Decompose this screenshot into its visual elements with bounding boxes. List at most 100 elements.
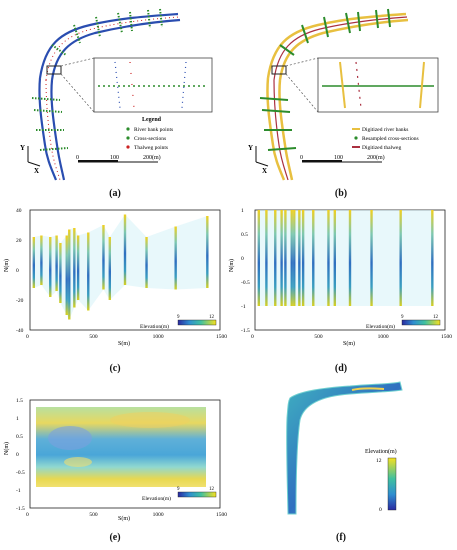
legend-b-marker-1 bbox=[354, 136, 358, 140]
plot-c-section-0 bbox=[32, 237, 35, 288]
plot-d-ytick-1: 0.5 bbox=[241, 232, 248, 238]
plot-d-section-13 bbox=[370, 210, 373, 306]
plot-e-ytick-0: 1.5 bbox=[16, 398, 23, 404]
plot-d-section-9 bbox=[312, 210, 315, 306]
panel-f: Elevation(m) 12 0 bbox=[286, 381, 403, 515]
colorbar-d bbox=[401, 319, 441, 326]
plot-c-ytick-1: 20 bbox=[16, 238, 22, 244]
scale-bar-a: 0 100 200(m) bbox=[76, 154, 161, 163]
plot-d-section-2 bbox=[274, 210, 277, 306]
plot-c-section-8 bbox=[76, 235, 80, 300]
river-bank-right-lower bbox=[50, 79, 66, 181]
legend-a-marker-1 bbox=[126, 136, 130, 140]
inset-a-points bbox=[98, 61, 208, 109]
caption-b: (b) bbox=[334, 188, 348, 199]
legend-a-label-0: River bank points bbox=[134, 127, 173, 133]
colorbar-tick-c-max: 12 bbox=[209, 315, 215, 320]
north-arrow-a: Y X bbox=[20, 144, 41, 175]
plot-d-section-8 bbox=[301, 210, 305, 306]
plot-c-section-1 bbox=[40, 235, 43, 285]
axis-y-b: Y bbox=[248, 144, 253, 152]
plot-c-section-11 bbox=[108, 237, 111, 300]
plot-c-section-7 bbox=[73, 228, 76, 308]
river-elevation-f bbox=[286, 381, 403, 515]
plot-c-ytick-0: 40 bbox=[16, 208, 22, 214]
colorbar-e bbox=[177, 491, 217, 498]
plot-d-ytick-5: -1.5 bbox=[241, 328, 250, 334]
plot-d-marks: 0 500 1000 1500 1 0.5 0 -0.5 -1 -1.5 bbox=[241, 208, 452, 340]
cross-sections-b bbox=[259, 8, 391, 151]
xlabel-d: S(m) bbox=[343, 340, 355, 347]
plot-c-xtick-2: 1000 bbox=[153, 334, 164, 340]
plot-c-section-14 bbox=[174, 226, 177, 290]
legend-a: River bank points Cross-sections Thalweg p… bbox=[126, 127, 173, 151]
plot-e-ytick-3: 0 bbox=[16, 452, 19, 458]
plot-c-marks: 0 500 1000 1500 40 20 0 -20 -40 bbox=[16, 208, 227, 340]
plot-d-section-11 bbox=[333, 210, 336, 306]
colorbar-f bbox=[387, 457, 397, 511]
plot-e-xtick-1: 500 bbox=[89, 512, 98, 518]
plot-c-xtick-3: 1500 bbox=[216, 334, 227, 340]
plot-c-xtick-1: 500 bbox=[89, 334, 98, 340]
plot-d-ytick-4: -1 bbox=[241, 304, 246, 310]
zoom-marker bbox=[46, 65, 62, 75]
colorbar-tick-e-max: 12 bbox=[209, 487, 215, 492]
plot-d-section-6 bbox=[293, 210, 296, 306]
plot-c-ytick-2: 0 bbox=[16, 268, 19, 274]
plot-d-ytick-3: -0.5 bbox=[241, 280, 250, 286]
plot-c-xtick-0: 0 bbox=[26, 334, 29, 340]
zoom-marker-b bbox=[271, 65, 287, 75]
thalweg-b bbox=[273, 16, 408, 181]
colorbar-label-c: Elevation(m) bbox=[140, 323, 169, 330]
plot-e-xtick-2: 1000 bbox=[153, 512, 164, 518]
plot-c-section-13 bbox=[145, 237, 148, 288]
colorbar-label-f: Elevation(m) bbox=[365, 448, 397, 455]
ylabel-d: N(m) bbox=[228, 259, 235, 272]
plot-d-section-12 bbox=[348, 210, 352, 306]
panel-c: 0 500 1000 1500 40 20 0 -20 -40 N(m) S(m) Elevat… bbox=[3, 208, 227, 347]
xlabel-c: S(m) bbox=[118, 340, 130, 347]
plot-e-marks: 0 500 1000 1500 1.5 1 0.5 0 -0.5 -1 -1.5 bbox=[16, 398, 227, 518]
scale-bar-b: 0 100 200(m) bbox=[300, 154, 385, 163]
legend-title-a: Legend bbox=[142, 117, 162, 123]
plot-c-section-10 bbox=[102, 225, 105, 290]
caption-c: (c) bbox=[109, 363, 121, 374]
plot-d-ytick-2: 0 bbox=[241, 256, 244, 262]
river-bank-left-lower bbox=[38, 77, 58, 181]
plot-d-section-14 bbox=[399, 210, 402, 306]
legend-a-marker-2 bbox=[126, 145, 130, 149]
plot-d-xtick-2: 1000 bbox=[378, 334, 389, 340]
legend-a-label-2: Thalweg points bbox=[134, 145, 168, 151]
thalweg-line bbox=[45, 16, 180, 181]
colorbar-c bbox=[177, 319, 217, 326]
scale-label-200-b: 200(m) bbox=[367, 154, 385, 161]
colorbar-tick-d-min: 9 bbox=[401, 315, 404, 320]
scale-label-200: 200(m) bbox=[143, 154, 161, 161]
plot-c-ytick-4: -40 bbox=[16, 328, 24, 334]
plot-c-section-9 bbox=[87, 232, 90, 311]
plot-d-section-4 bbox=[284, 210, 287, 306]
zoom-inset-b bbox=[317, 57, 439, 113]
river-bank-right bbox=[50, 18, 181, 81]
plot-d-ytick-0: 1 bbox=[241, 208, 244, 214]
plot-c-section-15 bbox=[206, 216, 209, 288]
axis-y-a: Y bbox=[20, 144, 25, 152]
plot-e-xtick-0: 0 bbox=[26, 512, 29, 518]
plot-c-ytick-3: -20 bbox=[16, 298, 24, 304]
zoom-inset-a bbox=[93, 57, 213, 113]
plot-d-section-1 bbox=[265, 210, 268, 306]
plot-d-xtick-3: 1500 bbox=[441, 334, 452, 340]
scale-label-100: 100 bbox=[110, 155, 119, 161]
plot-c-section-12 bbox=[123, 214, 127, 285]
scale-label-100-b: 100 bbox=[334, 155, 343, 161]
plot-d-xtick-0: 0 bbox=[251, 334, 254, 340]
plot-d-section-3 bbox=[280, 210, 283, 306]
colorbar-label-e: Elevation(m) bbox=[142, 495, 171, 502]
heat-blob-3 bbox=[64, 457, 92, 467]
river-bank-left bbox=[38, 12, 179, 79]
colorbar-tick-e-min: 9 bbox=[177, 487, 180, 492]
plot-d-xtick-1: 500 bbox=[314, 334, 323, 340]
colorbar-tick-f-min: 0 bbox=[379, 507, 382, 513]
plot-d-section-0 bbox=[257, 210, 260, 306]
panel-d: 0 500 1000 1500 1 0.5 0 -0.5 -1 -1.5 N(m) S(m) El… bbox=[228, 208, 452, 347]
